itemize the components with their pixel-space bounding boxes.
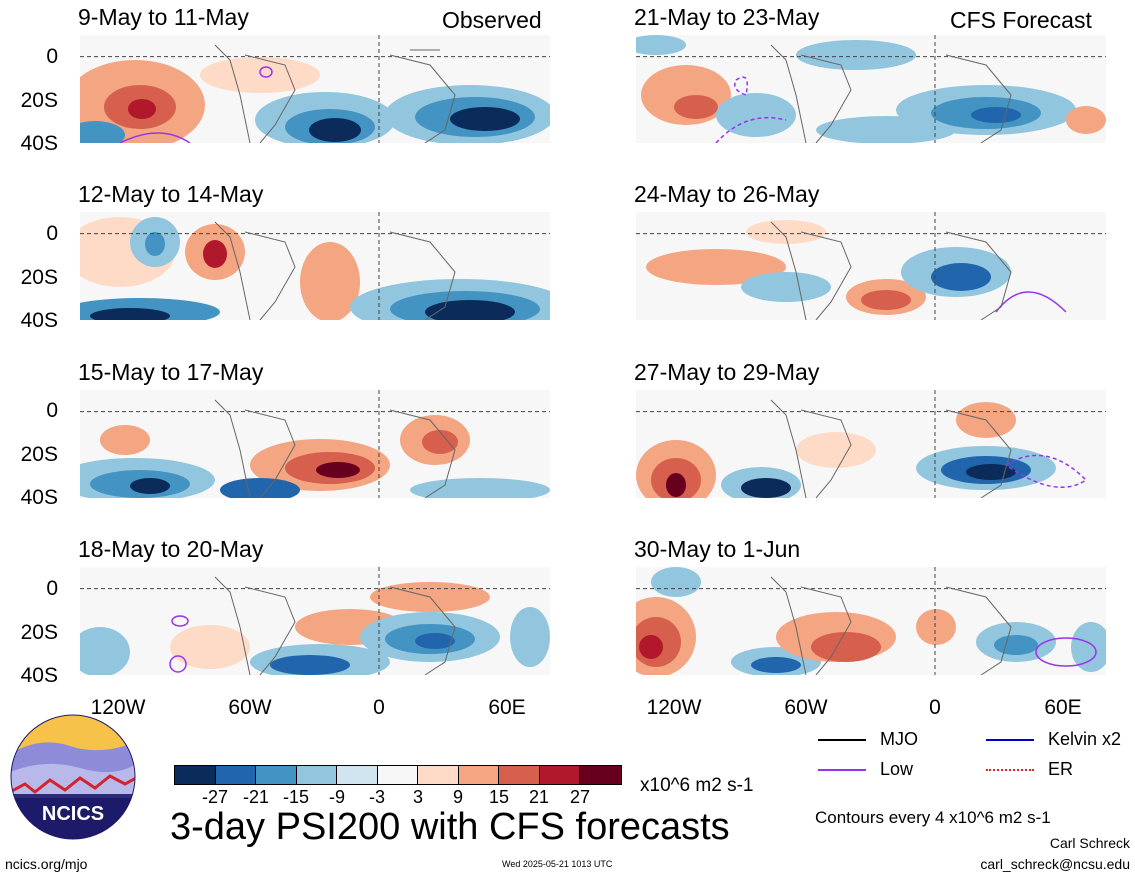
lon-label: 60E	[1044, 696, 1082, 719]
colorbar-tick: -9	[328, 787, 345, 807]
map-panel-7	[636, 390, 1106, 498]
lon-label: 60W	[228, 696, 272, 719]
main-title: 3-day PSI200 with CFS forecasts	[170, 806, 730, 848]
legend-label: ER	[1048, 759, 1074, 779]
colorbar-tick: 27	[569, 787, 591, 807]
colorbar-swatch-0	[175, 766, 216, 784]
lat-label: 20S	[20, 89, 58, 112]
legend-line-icon	[986, 768, 1034, 771]
legend-kelvin: Kelvin x2	[986, 729, 1121, 750]
map-panel-8	[636, 567, 1106, 675]
panel-title-7: 27-May to 29-May	[634, 359, 820, 385]
lon-label: 60W	[784, 696, 828, 719]
map-panel-3	[80, 390, 550, 498]
cfs-forecast-label: CFS Forecast	[950, 7, 1092, 33]
panel-title-8: 30-May to 1-Jun	[634, 536, 801, 562]
map-panel-5	[636, 35, 1106, 143]
colorbar	[174, 765, 622, 785]
colorbar-tick: 3	[412, 787, 423, 807]
colorbar-tick: -15	[282, 787, 309, 807]
colorbar-swatch-4	[337, 766, 378, 784]
observed-label: Observed	[442, 7, 542, 33]
legend-label: Kelvin x2	[1048, 729, 1122, 749]
panel-title-4: 18-May to 20-May	[78, 536, 264, 562]
colorbar-units: x10^6 m2 s-1	[640, 775, 754, 796]
lat-label: 40S	[20, 664, 58, 687]
lon-label: 120W	[90, 696, 146, 719]
legend-er: ER	[986, 759, 1073, 780]
colorbar-tick: -21	[242, 787, 269, 807]
lat-label: 20S	[20, 443, 58, 466]
timestamp: Wed 2025-05-21 1013 UTC	[502, 859, 613, 869]
footer-url: ncics.org/mjo	[5, 856, 88, 872]
lon-label: 120W	[646, 696, 702, 719]
colorbar-swatch-9	[539, 766, 580, 784]
contours-note: Contours every 4 x10^6 m2 s-1	[815, 808, 1051, 827]
lat-label: 40S	[20, 486, 58, 509]
legend-line-icon	[818, 738, 866, 741]
lat-label: 40S	[20, 132, 58, 155]
map-panel-2	[80, 212, 550, 320]
lon-label: 0	[929, 696, 941, 719]
lat-label: 20S	[20, 266, 58, 289]
lat-label: 20S	[20, 621, 58, 644]
logo-text: NCICS	[42, 803, 104, 825]
colorbar-tick: -3	[368, 787, 385, 807]
lat-label: 40S	[20, 309, 58, 332]
legend-mjo: MJO	[818, 729, 918, 750]
colorbar-swatch-2	[256, 766, 297, 784]
colorbar-tick: -27	[201, 787, 228, 807]
legend-label: MJO	[880, 729, 918, 749]
map-panel-4	[80, 567, 550, 675]
lat-label: 0	[46, 45, 58, 68]
author-name: Carl Schreck	[1049, 835, 1130, 851]
legend-line-icon	[986, 738, 1034, 741]
colorbar-swatch-3	[296, 766, 337, 784]
panel-title-3: 15-May to 17-May	[78, 359, 264, 385]
panel-title-2: 12-May to 14-May	[78, 181, 264, 207]
colorbar-tick: 15	[488, 787, 510, 807]
panel-title-6: 24-May to 26-May	[634, 181, 820, 207]
lon-label: 60E	[488, 696, 526, 719]
colorbar-swatch-8	[499, 766, 540, 784]
legend-label: Low	[880, 759, 914, 779]
colorbar-swatch-6	[418, 766, 459, 784]
map-panel-6	[636, 212, 1106, 320]
colorbar-tick: 9	[452, 787, 463, 807]
legend-line-icon	[818, 768, 866, 771]
colorbar-swatch-1	[215, 766, 256, 784]
lat-label: 0	[46, 222, 58, 245]
panel-title-1: 9-May to 11-May	[78, 4, 249, 30]
panel-title-5: 21-May to 23-May	[634, 4, 820, 30]
colorbar-tick: 21	[528, 787, 550, 807]
map-panel-1	[80, 35, 550, 143]
colorbar-swatch-5	[377, 766, 418, 784]
lat-label: 0	[46, 577, 58, 600]
ncics-logo: NCICS	[10, 714, 136, 840]
lon-label: 0	[373, 696, 385, 719]
author-email: carl_schreck@ncsu.edu	[980, 856, 1130, 872]
lat-label: 0	[46, 399, 58, 422]
legend-low: Low	[818, 759, 913, 780]
colorbar-swatch-7	[458, 766, 499, 784]
colorbar-swatch-10	[580, 766, 621, 784]
